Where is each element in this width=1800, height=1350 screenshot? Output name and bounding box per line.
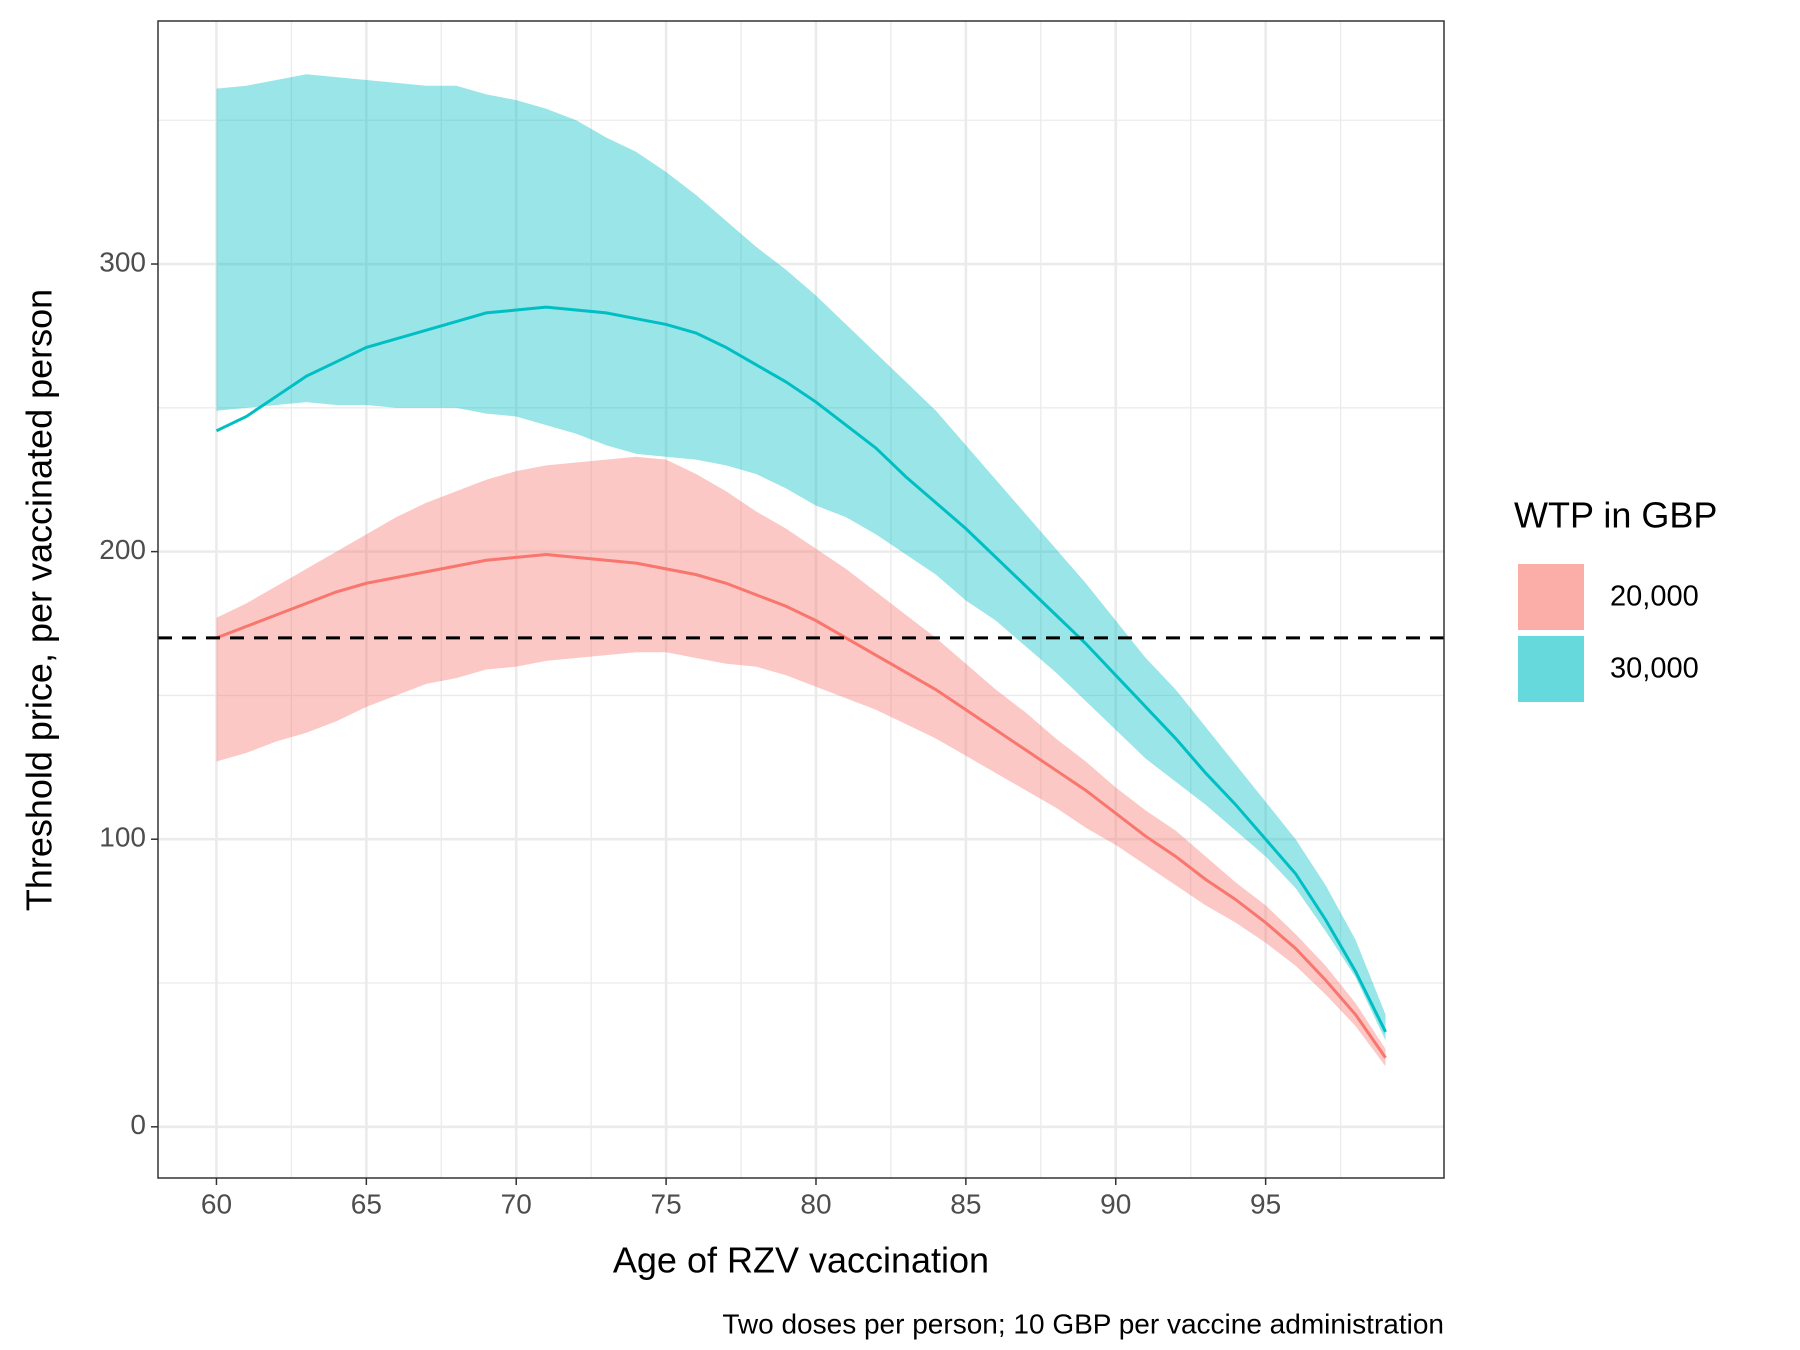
x-tick-label: 65 [351, 1188, 382, 1219]
y-tick-label: 300 [99, 246, 146, 277]
x-tick-label: 70 [501, 1188, 532, 1219]
x-tick-label: 75 [651, 1188, 682, 1219]
line [215, 305, 1387, 1033]
line [215, 552, 1387, 1059]
legend-label: 20,000 [1610, 581, 1699, 613]
confidence-band [216, 74, 1386, 1041]
y-tick-label: 0 [130, 1109, 146, 1140]
legend-key [1518, 564, 1584, 630]
legend-title: WTP in GBP [1514, 495, 1717, 536]
caption: Two doses per person; 10 GBP per vaccine… [722, 1308, 1444, 1339]
x-axis-title: Age of RZV vaccination [613, 1240, 989, 1281]
x-tick-label: 95 [1250, 1188, 1281, 1219]
x-tick-label: 80 [800, 1188, 831, 1219]
confidence-band [216, 456, 1386, 1067]
x-tick-label: 85 [950, 1188, 981, 1219]
x-tick-label: 60 [201, 1188, 232, 1219]
x-tick-label: 90 [1100, 1188, 1131, 1219]
legend-key [1518, 636, 1584, 702]
y-axis-title: Threshold price, per vaccinated person [19, 289, 60, 911]
y-tick-label: 200 [99, 534, 146, 565]
y-tick-label: 100 [99, 822, 146, 853]
panel-border [157, 20, 1445, 1179]
legend-label: 30,000 [1610, 653, 1699, 685]
panel [158, 21, 1444, 1178]
